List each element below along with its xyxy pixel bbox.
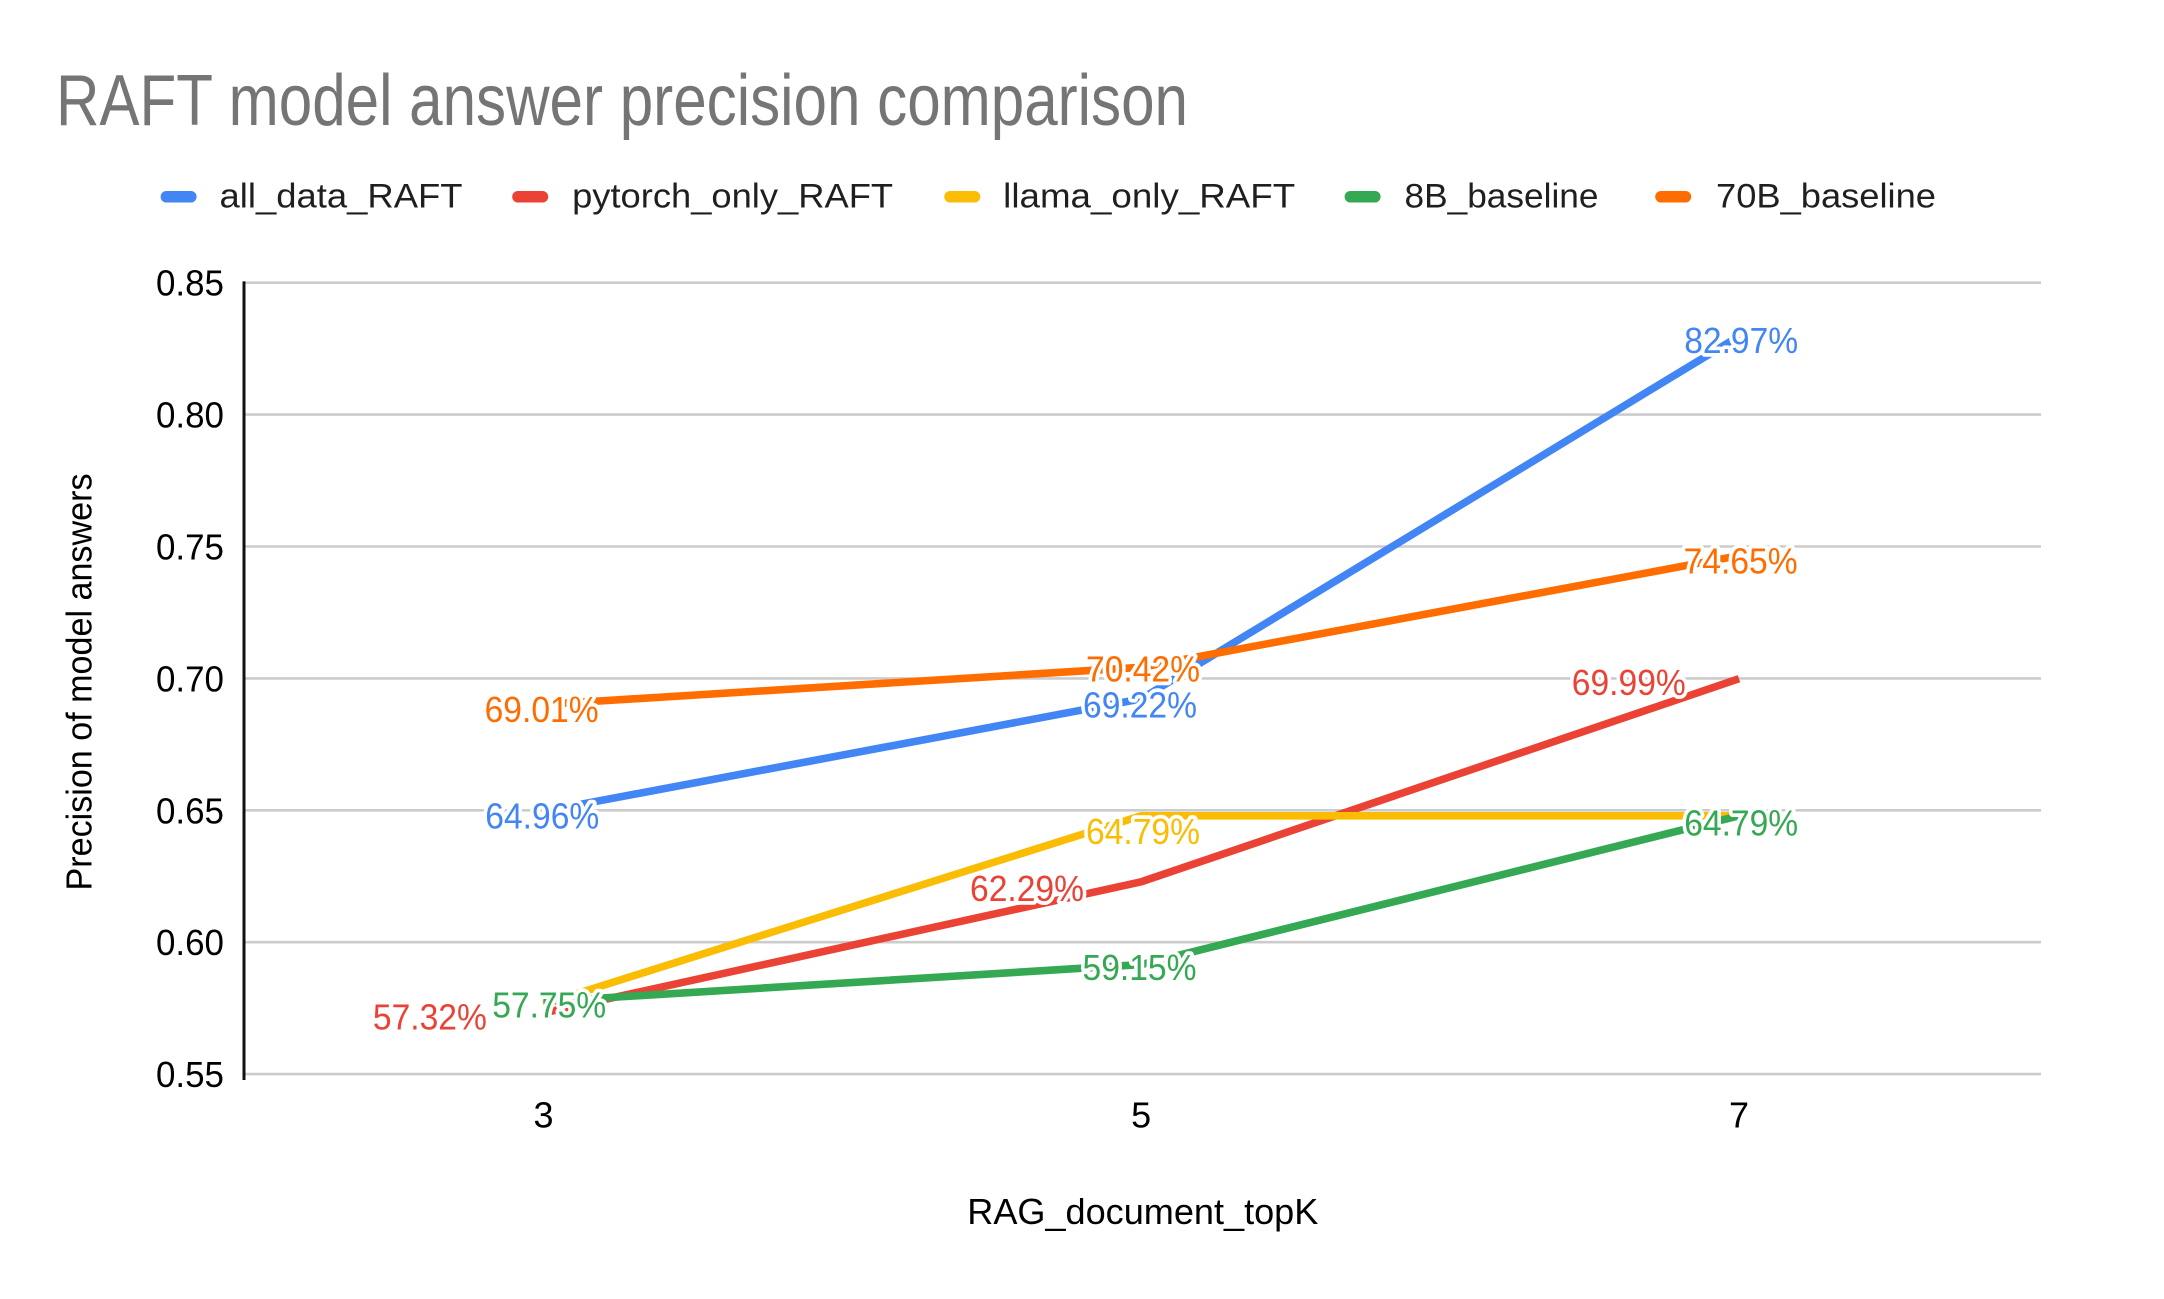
svg-text:74.65%: 74.65% bbox=[1684, 541, 1798, 582]
svg-text:59.15%: 59.15% bbox=[1083, 947, 1197, 988]
svg-text:0.60: 0.60 bbox=[156, 922, 224, 963]
svg-text:0.65: 0.65 bbox=[156, 790, 224, 831]
svg-text:0.80: 0.80 bbox=[156, 395, 224, 436]
svg-text:64.96%: 64.96% bbox=[485, 796, 599, 837]
svg-text:0.85: 0.85 bbox=[156, 263, 224, 304]
svg-text:pytorch_only_RAFT: pytorch_only_RAFT bbox=[572, 178, 893, 216]
svg-text:llama_only_RAFT: llama_only_RAFT bbox=[1003, 178, 1295, 216]
svg-text:RAG_document_topK: RAG_document_topK bbox=[967, 1191, 1318, 1232]
svg-text:0.75: 0.75 bbox=[156, 527, 224, 568]
svg-text:82.97%: 82.97% bbox=[1684, 320, 1798, 361]
svg-text:69.99%: 69.99% bbox=[1572, 662, 1686, 703]
svg-text:7: 7 bbox=[1729, 1095, 1749, 1136]
svg-text:3: 3 bbox=[533, 1095, 553, 1136]
svg-text:8B_baseline: 8B_baseline bbox=[1405, 178, 1599, 216]
svg-text:64.79%: 64.79% bbox=[1684, 802, 1798, 843]
svg-text:57.32%: 57.32% bbox=[373, 997, 487, 1038]
svg-text:all_data_RAFT: all_data_RAFT bbox=[220, 178, 463, 216]
svg-text:62.29%: 62.29% bbox=[970, 868, 1084, 909]
svg-text:70.42%: 70.42% bbox=[1086, 648, 1200, 689]
svg-text:57.75%: 57.75% bbox=[492, 984, 606, 1025]
svg-text:64.79%: 64.79% bbox=[1086, 811, 1200, 852]
svg-text:5: 5 bbox=[1131, 1095, 1151, 1136]
svg-text:RAFT model answer precision co: RAFT model answer precision comparison bbox=[56, 61, 1188, 141]
svg-text:0.70: 0.70 bbox=[156, 658, 224, 699]
svg-text:69.22%: 69.22% bbox=[1083, 684, 1197, 725]
svg-text:Precision of model answers: Precision of model answers bbox=[59, 474, 100, 891]
svg-text:70B_baseline: 70B_baseline bbox=[1716, 178, 1936, 216]
svg-text:69.01%: 69.01% bbox=[485, 689, 599, 730]
svg-text:0.55: 0.55 bbox=[156, 1054, 224, 1095]
